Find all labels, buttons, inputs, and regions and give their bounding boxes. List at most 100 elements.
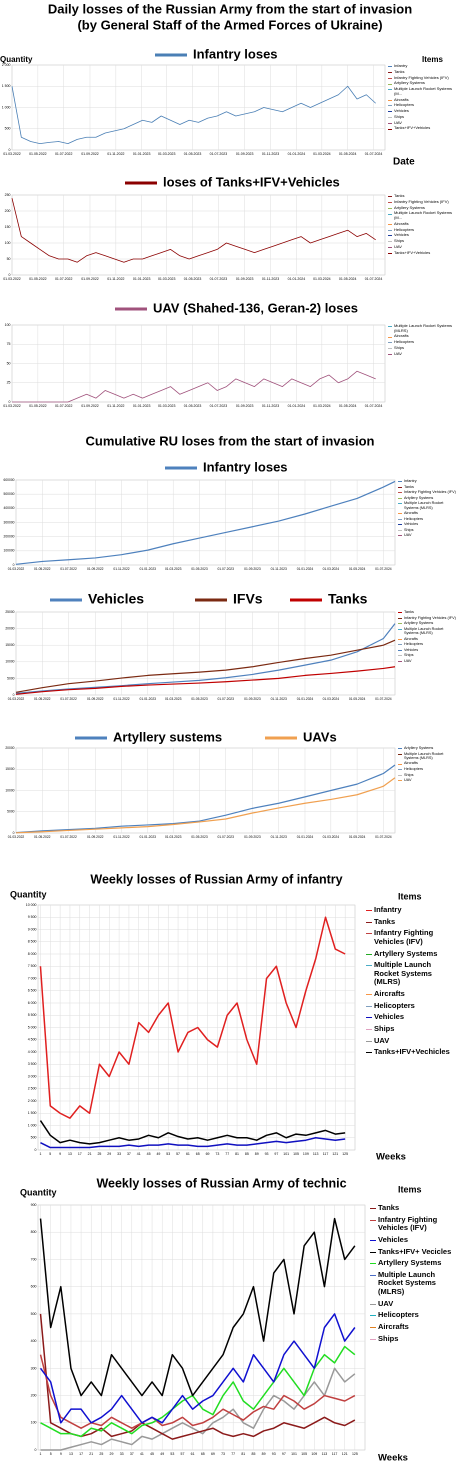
series-line [40,1137,346,1149]
x-tick-label: 29 [110,1452,114,1456]
x-tick-label: 69 [211,1452,215,1456]
y-tick-label: 100 [31,1421,37,1425]
legend-swatch [388,213,392,215]
legend-item: Tanks [398,610,458,614]
x-tick-label: 01.11.2022 [107,404,124,408]
x-tick-label: 01.01.2023 [133,277,151,281]
x-tick-label: 01.07.2023 [217,567,234,571]
x-tick-label: 01.05.2024 [349,567,366,571]
legend-item: Infantry Fighting Vehicles (IFV) [398,616,458,620]
series-line [39,1354,356,1429]
y-tick-label: 25000 [5,610,14,614]
x-tick-label: 33 [117,1152,121,1156]
x-tick-label: 113 [313,1152,319,1156]
legend-label: Infantry Fighting Vehicles (IFV) [394,74,449,80]
legend-label: Ships [378,1333,399,1343]
x-tick-label: 45 [150,1452,154,1456]
y-tick-label: 7 000 [28,976,37,980]
x-tick-label: 01.07.2022 [55,277,73,281]
legend-swatch [398,649,402,651]
legend-item: Aircrafts [398,761,458,765]
legend-item: Ships [370,1333,458,1344]
x-tick-label: 117 [323,1152,329,1156]
legend-item: Infantry [388,64,458,69]
legend-swatch [388,235,392,237]
legend-item: Aircrafts [366,989,458,999]
x-tick-label: 21 [89,1452,93,1456]
x-tick-label: 01.01.2023 [140,567,157,571]
x-tick-label: 65 [196,1152,200,1156]
legend-item: Helicopters [366,1001,458,1011]
y-tick-label: 800 [31,1230,37,1234]
x-tick-label: 01.07.2022 [55,152,73,156]
legend-swatch [370,1219,376,1221]
legend-swatch [388,201,392,203]
legend-swatch [370,1263,376,1265]
legend-label: Multiple Launch Rocket Systems (M... [394,86,453,96]
x-tick-label: 01.03.2022 [3,277,21,281]
chart: 0 5000 10000 15000 20000 01.03.2022 01.05.2022… [5,729,458,839]
legend-label: Vehicles [394,232,409,238]
legend-item: Multiple Launch Rocket Systems (MLRS) [398,752,458,761]
y-tick-label: 0 [35,1448,37,1452]
x-tick-label: 01.11.2023 [271,835,287,839]
legend-label: Artyllery Systems [404,621,434,626]
y-tick-label: 700 [31,1257,37,1261]
legend-item: Infantry Fighting Vehicles (IFV) [370,1215,458,1233]
header-label: Infantry loses [203,459,288,474]
header-label: UAVs [303,729,337,744]
x-tick-label: 01.03.2022 [3,404,21,408]
legend-item: Tanks+IFV+Vehicles [388,250,458,256]
x-tick-label: 01.05.2024 [339,404,357,408]
legend-label: Tanks [404,484,414,489]
x-tick-label: 01.07.2024 [375,567,392,571]
series-line [15,666,396,695]
legend-label: Aircrafts [378,1321,409,1331]
x-tick-label: 33 [120,1452,124,1456]
y-tick-label: 0 [9,273,11,277]
legend-label: Ships [404,527,414,532]
y-tick-label: 20000 [5,626,14,630]
legend-swatch [388,71,392,73]
legend-item: Vehicles [388,108,458,114]
legend-label: Multiple Launch Rocket Systems (MLRS) [404,501,444,510]
legend-swatch [366,1005,372,1007]
legend-swatch [398,492,402,494]
legend-label: Ships [394,344,405,350]
chart: 0 500 1 000 1 500 2 000 01.03.2022 01.05.2022 0… [0,46,458,167]
x-tick-label: 01.05.2023 [191,697,208,701]
x-tick-label: 29 [107,1152,111,1156]
legend-item: Tanks [388,194,458,199]
x-tick-label: 01.05.2022 [34,697,51,701]
legend-swatch [398,486,402,488]
page-subtitle: (by General Staff of the Armed Forces of… [77,17,382,32]
legend-swatch [398,617,402,619]
x-tick-label: 97 [274,1152,278,1156]
legend-label: Helicopters [404,642,423,647]
y-tick-label: 100 [5,241,11,245]
legend-box: Infantry Tanks Infantry Fighting Vehicles … [398,479,458,538]
legend-label: Vehicles [374,1012,405,1022]
legend-swatch [366,994,372,996]
x-tick-label: 101 [283,1152,289,1156]
legend-label: UAV [404,658,412,663]
legend-swatch [366,1029,372,1030]
y-tick-label: 100 [5,323,11,327]
legend-title: Items [422,55,443,64]
legend-swatch [398,535,402,537]
x-tick-label: 01.11.2023 [262,404,279,408]
legend-item: Multiple Launch Rocket Systems (MLRS) [398,627,458,636]
y-axis-label: Quantity [20,1187,57,1197]
legend-label: UAV [378,1298,394,1308]
series-line [39,1120,346,1145]
x-tick-label: 41 [140,1452,144,1456]
legend-swatch [370,1303,376,1305]
section-title: Cumulative RU loses from the start of in… [86,433,375,448]
legend-item: UAV [388,244,458,250]
legend-label: Infantry [394,64,408,68]
x-tick-label: 57 [176,1152,180,1156]
legend-label: Tanks+IFV+ Vecicles [378,1246,452,1256]
legend-item: UAV [398,659,458,663]
legend-label: UAV [404,778,412,783]
